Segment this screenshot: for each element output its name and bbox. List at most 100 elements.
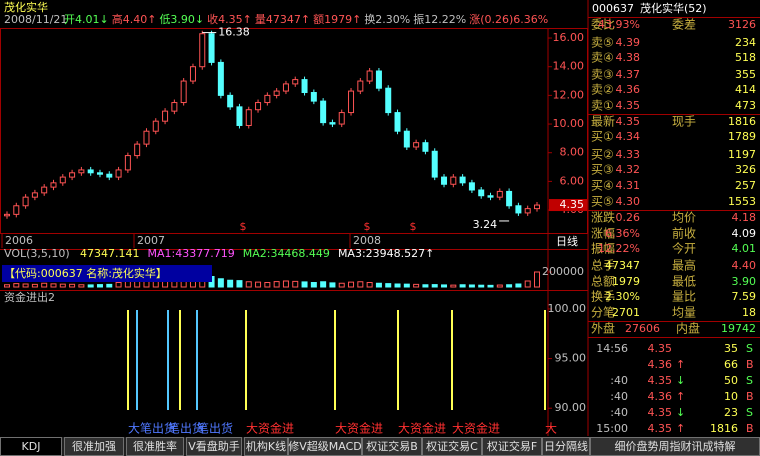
candle [496, 190, 503, 198]
volume-bar [69, 283, 76, 288]
tick-volume: 1816 [710, 422, 738, 435]
quote-value: 47347 [605, 259, 640, 272]
tick-price: 4.35 [648, 422, 673, 435]
candle [13, 205, 20, 215]
header-item: 涨(0.26)6.36% [469, 13, 548, 26]
quote-label: 委比 [591, 18, 615, 32]
y-tick-label: 10.00 [553, 117, 585, 130]
overlay-text: 【代码:000637 名称:茂化实华】 [4, 266, 167, 280]
low-annotation: 3.24 [473, 218, 498, 231]
candle [106, 173, 113, 178]
quote-label: 量比 [672, 290, 696, 304]
tab-label[interactable]: 日分隔线 [544, 439, 588, 453]
candle [375, 70, 382, 89]
volume-bar [320, 281, 327, 288]
tab-label[interactable]: KDJ [22, 440, 41, 453]
tab-label[interactable]: 修V超级MACD [288, 439, 362, 453]
volume-bar [450, 284, 457, 288]
candle [310, 92, 317, 102]
candle [162, 110, 169, 122]
header-date: 2008/11/21 [4, 13, 67, 26]
quote-label: 涨跌 [591, 210, 615, 225]
quote-label: 分笔 [591, 305, 615, 320]
volume-bar [273, 281, 280, 288]
tab-label[interactable]: 权证交易F [487, 439, 537, 453]
tab-label[interactable]: 权证交易B [366, 439, 418, 453]
candle [189, 66, 196, 82]
candle [292, 79, 299, 85]
volume-bar [357, 281, 364, 288]
candle [199, 33, 206, 68]
quote-value: 4.39 [616, 36, 641, 49]
quote-value: 12.22% [598, 242, 640, 255]
tick-price: 4.35 [648, 374, 673, 387]
volume-bar [236, 280, 243, 288]
candle [59, 176, 66, 184]
volume-bar [329, 282, 336, 288]
header-item: 额1979↑ [313, 13, 361, 26]
tick-arrow: ↑ [676, 422, 685, 435]
candle [124, 155, 131, 171]
quote-value: 1197 [728, 148, 756, 161]
candle [245, 109, 252, 126]
tick-price: 4.35 [648, 406, 673, 419]
tab-label[interactable]: 很准胜率 [133, 439, 177, 453]
signal-label: 笔出货 [197, 421, 233, 436]
candle [422, 142, 429, 152]
quote-label: 卖② [591, 83, 614, 97]
volume-bar [338, 282, 345, 288]
quote-value: 4.37 [616, 68, 641, 81]
quote-label: 卖③ [591, 68, 614, 82]
overlay-box [2, 265, 212, 282]
candle [459, 176, 466, 184]
y-tick-label: 100.00 [548, 302, 587, 315]
volume-bar [496, 284, 503, 288]
quote-value: 4.36 [616, 83, 641, 96]
y-tick-label: 6.00 [560, 174, 585, 187]
quote-label: 卖⑤ [591, 36, 614, 50]
volume-bar [487, 284, 494, 288]
header-item: 换2.30% [364, 12, 410, 26]
quote-value: 6.36% [605, 227, 640, 240]
volume-bar [31, 283, 38, 288]
marker: $ [364, 220, 371, 233]
tab-label[interactable]: 很准加强 [72, 439, 116, 453]
y-tick-label: 8.00 [560, 146, 585, 159]
candle [413, 142, 420, 148]
header-item: 收4.35↑ [207, 12, 252, 26]
x-tick-label: 2008 [353, 234, 381, 247]
tab-label[interactable]: 细价盘势周指财讯成特解 [615, 439, 736, 453]
tick-volume: 10 [724, 390, 738, 403]
quote-value: 43.93% [598, 18, 640, 31]
candle [87, 169, 94, 174]
tick-time: :40 [610, 374, 628, 387]
candle [171, 102, 178, 112]
candle [227, 94, 234, 108]
y-tick-label: 90.00 [555, 401, 587, 414]
candle [208, 33, 215, 63]
volume-bar [366, 282, 373, 288]
candle [69, 172, 76, 178]
quote-label: 均量 [672, 306, 696, 320]
candle [115, 169, 122, 178]
quote-code: 000637 [592, 2, 634, 15]
candle [329, 122, 336, 125]
quote-label: 今开 [672, 241, 696, 256]
quote-value: 27606 [625, 322, 660, 335]
tab-label[interactable]: 机构K线 [246, 439, 286, 453]
tick-volume: 35 [724, 342, 738, 355]
signal-label: 大 [545, 422, 557, 436]
volume-bar [217, 278, 224, 288]
candle [78, 169, 85, 174]
header-item: 高4.40↑ [112, 12, 157, 26]
volume-bar [115, 282, 122, 288]
volume-bar [375, 282, 382, 288]
volume-bar [13, 283, 20, 288]
tab-label[interactable]: 权证交易C [426, 439, 478, 453]
tab-label[interactable]: V看盘助手 [188, 439, 240, 453]
quote-value: 7.59 [732, 290, 757, 303]
tick-price: 4.35 [648, 342, 673, 355]
volume-bar [413, 283, 420, 288]
candle [255, 102, 262, 111]
